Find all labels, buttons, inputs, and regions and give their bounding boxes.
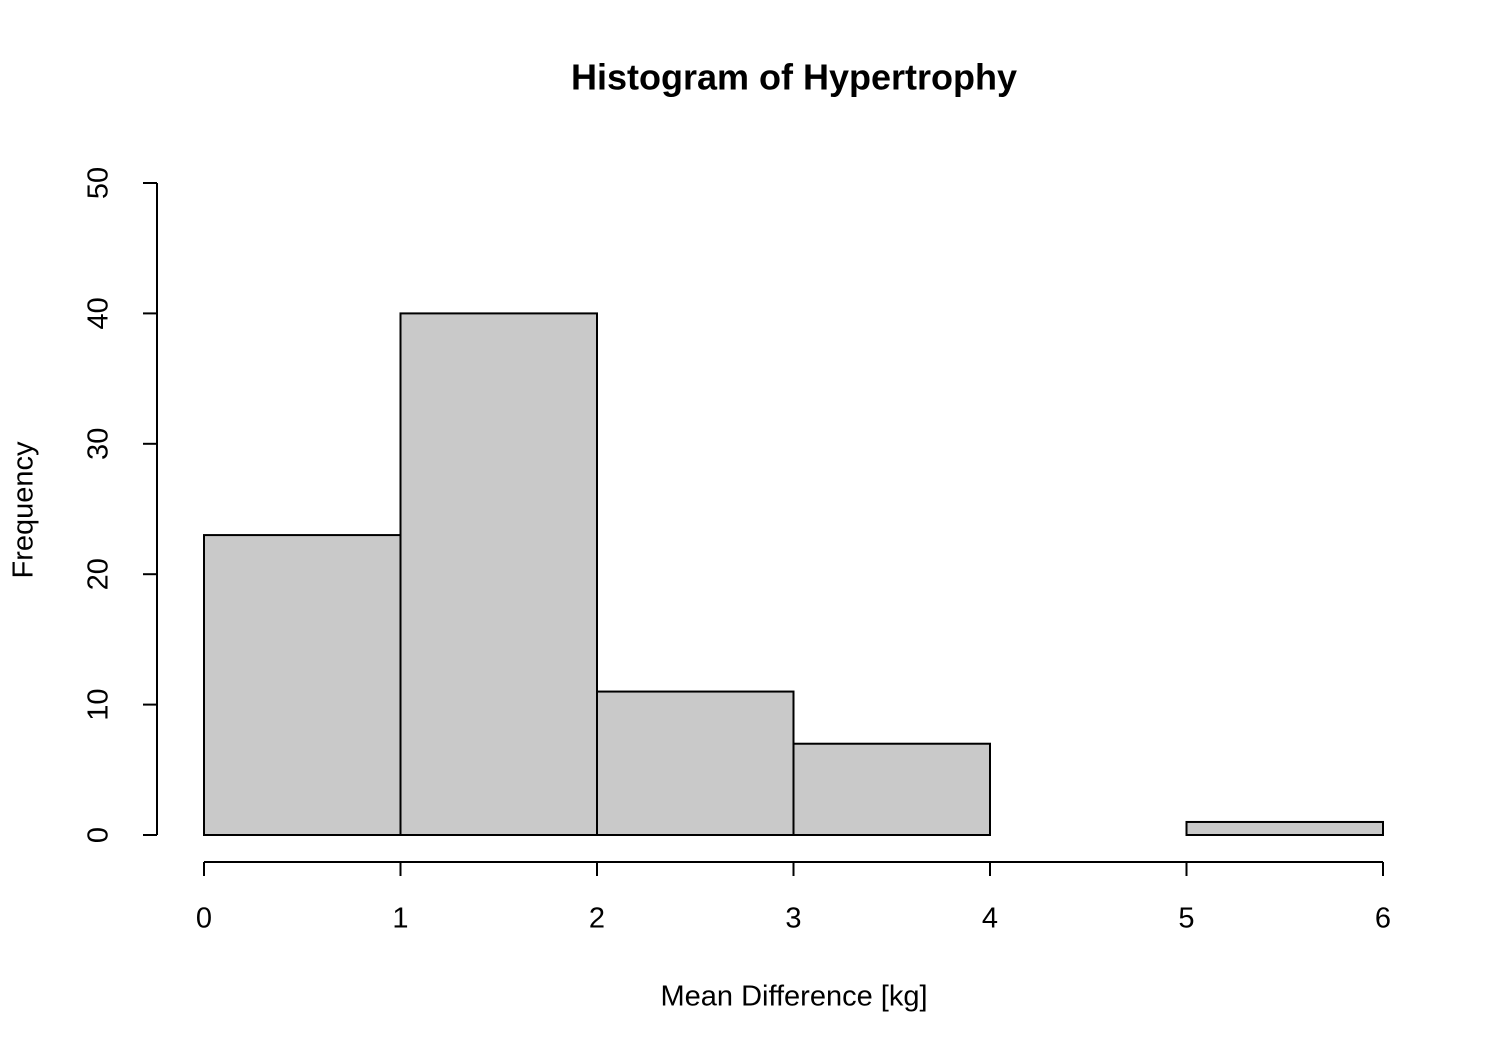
- x-tick-label: 3: [785, 903, 801, 935]
- y-axis-label: Frequency: [8, 441, 40, 579]
- y-tick-label: 10: [83, 688, 115, 720]
- x-tick-label: 1: [392, 903, 408, 935]
- bar: [596, 690, 795, 836]
- y-tick-label: 0: [83, 827, 115, 843]
- y-tick-label: 40: [83, 297, 115, 329]
- y-tick-label: 50: [83, 167, 115, 199]
- bar: [399, 312, 598, 836]
- x-tick-label: 6: [1375, 903, 1391, 935]
- bar: [1185, 820, 1384, 837]
- x-axis-label: Mean Difference [kg]: [660, 981, 927, 1013]
- x-tick-label: 2: [589, 903, 605, 935]
- chart-title: Histogram of Hypertrophy: [571, 57, 1017, 98]
- bar: [792, 742, 991, 836]
- x-tick-label: 4: [982, 903, 998, 935]
- x-tick-label: 5: [1178, 903, 1194, 935]
- y-tick-label: 20: [83, 558, 115, 590]
- bar: [203, 534, 402, 837]
- x-tick-label: 0: [196, 903, 212, 935]
- y-tick-label: 30: [83, 428, 115, 460]
